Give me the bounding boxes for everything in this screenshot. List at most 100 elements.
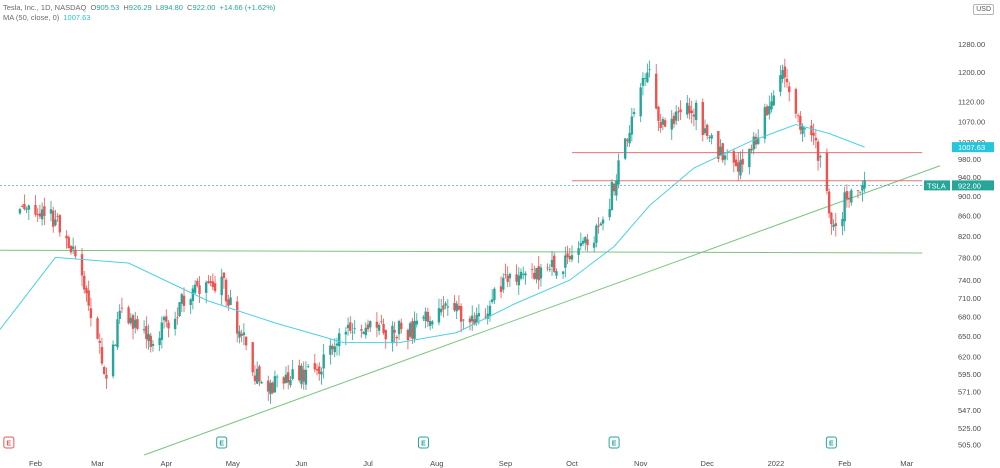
high-label: H <box>123 3 129 12</box>
candle-2021-03-09 <box>114 343 117 346</box>
candle-body <box>801 125 804 134</box>
candle-2021-02-04 <box>40 202 44 226</box>
candle-body <box>176 317 179 319</box>
candle-body <box>810 125 813 136</box>
candle-2021-12-02 <box>708 135 711 143</box>
candle-body <box>841 218 844 227</box>
candle-body <box>147 333 150 342</box>
candle-2021-03-15 <box>127 305 130 325</box>
candle-body <box>65 235 68 239</box>
candle-body <box>344 331 348 335</box>
candle-body <box>43 206 46 216</box>
candle-body <box>499 286 503 292</box>
candle-2021-04-02 <box>167 320 170 338</box>
candle-2021-06-01 <box>300 363 303 389</box>
candle-body <box>708 137 711 139</box>
earnings-event-marker[interactable]: E <box>825 436 837 449</box>
candle-body <box>752 136 755 150</box>
earnings-event-label: E <box>219 441 224 448</box>
candle-body <box>282 377 285 384</box>
candle-body <box>832 224 835 228</box>
candle-2021-12-22 <box>752 132 755 155</box>
candle-body <box>661 119 665 125</box>
candle-2022-01-25 <box>827 188 831 219</box>
candle-body <box>318 366 321 374</box>
candle-2021-03-22 <box>142 320 146 334</box>
candle-body <box>258 366 261 382</box>
candle-2021-10-15 <box>601 216 605 231</box>
symbol-title[interactable]: Tesla, Inc., 1D, NASDAQ <box>3 3 87 12</box>
candle-body <box>834 223 838 226</box>
candle-2021-06-04 <box>306 364 310 369</box>
candle-2021-10-29 <box>632 108 636 118</box>
candle-2021-12-15 <box>737 152 740 181</box>
candle-body <box>524 273 527 276</box>
candle-body <box>612 183 616 192</box>
candle-body <box>566 253 569 258</box>
candle-2022-01-20 <box>816 139 820 171</box>
candle-2021-07-19 <box>406 328 410 350</box>
candle-2021-04-15 <box>196 278 199 288</box>
candle-2021-04-13 <box>191 285 195 310</box>
candle-2021-07-08 <box>382 318 385 335</box>
earnings-event-marker[interactable]: E <box>608 436 620 449</box>
candle-2021-11-26 <box>694 99 698 131</box>
candle-body <box>814 137 818 141</box>
candle-2021-07-27 <box>424 307 427 329</box>
candle-2021-02-24 <box>85 285 88 302</box>
candle-body <box>428 321 432 326</box>
candle-body <box>391 325 394 344</box>
candle-body <box>384 329 387 340</box>
earnings-event-marker[interactable]: E <box>3 436 15 449</box>
candle-2021-04-07 <box>178 301 181 318</box>
price-axis[interactable]: 1280.001200.001120.001070.001020.00980.0… <box>958 40 985 450</box>
candle-2021-12-03 <box>710 133 713 145</box>
candle-2021-11-12 <box>663 117 667 128</box>
ma-label[interactable]: MA (50, close, 0) <box>3 13 60 22</box>
candle-body <box>253 375 257 382</box>
candle-2021-10-27 <box>628 125 631 147</box>
candle-body <box>360 329 363 331</box>
earnings-event-label: E <box>829 441 834 448</box>
candle-body <box>732 151 736 163</box>
candle-2021-08-31 <box>502 273 505 293</box>
candle-body <box>504 274 507 276</box>
candle-2021-04-21 <box>209 276 212 287</box>
candle-2022-02-09 <box>861 180 864 202</box>
y-tick-label: 620.00 <box>958 352 981 361</box>
candle-body <box>586 239 589 246</box>
candle-2021-05-24 <box>282 376 285 390</box>
candle-2021-09-13 <box>530 263 534 279</box>
candle-2021-04-26 <box>220 268 223 305</box>
candle-body <box>517 275 520 286</box>
candle-body <box>255 368 259 384</box>
candle-body <box>490 299 494 303</box>
earnings-event-marker[interactable]: E <box>216 436 228 449</box>
candle-body <box>34 205 37 215</box>
earnings-event-box <box>216 436 228 449</box>
currency-badge[interactable]: USD <box>973 4 994 15</box>
y-tick-label: 595.00 <box>958 370 981 379</box>
candle-body <box>546 267 549 269</box>
moving-average-series <box>0 123 865 344</box>
candle-body <box>592 242 596 248</box>
candle-body <box>486 313 489 319</box>
candle-body <box>238 331 241 338</box>
candle-body <box>271 382 274 393</box>
x-tick-label: 2022 <box>768 459 785 468</box>
candle-2021-10-01 <box>570 245 574 263</box>
candle-body <box>615 180 618 196</box>
candle-body <box>313 363 317 370</box>
earnings-event-marker[interactable]: E <box>417 436 429 449</box>
candle-body <box>779 75 782 92</box>
candle-body <box>537 266 540 281</box>
candle-2021-11-22 <box>686 94 689 119</box>
time-axis[interactable]: Feb Mar Apr May Jun Jul Aug Sep Oct Nov Dec 2022 Feb… <box>29 459 914 468</box>
candle-body <box>473 319 476 325</box>
candle-2021-10-08 <box>586 233 589 252</box>
candle-2021-09-15 <box>535 267 538 284</box>
candle-2021-09-20 <box>546 263 549 272</box>
candle-2022-02-10 <box>863 171 866 193</box>
candle-2021-06-14 <box>329 339 332 365</box>
